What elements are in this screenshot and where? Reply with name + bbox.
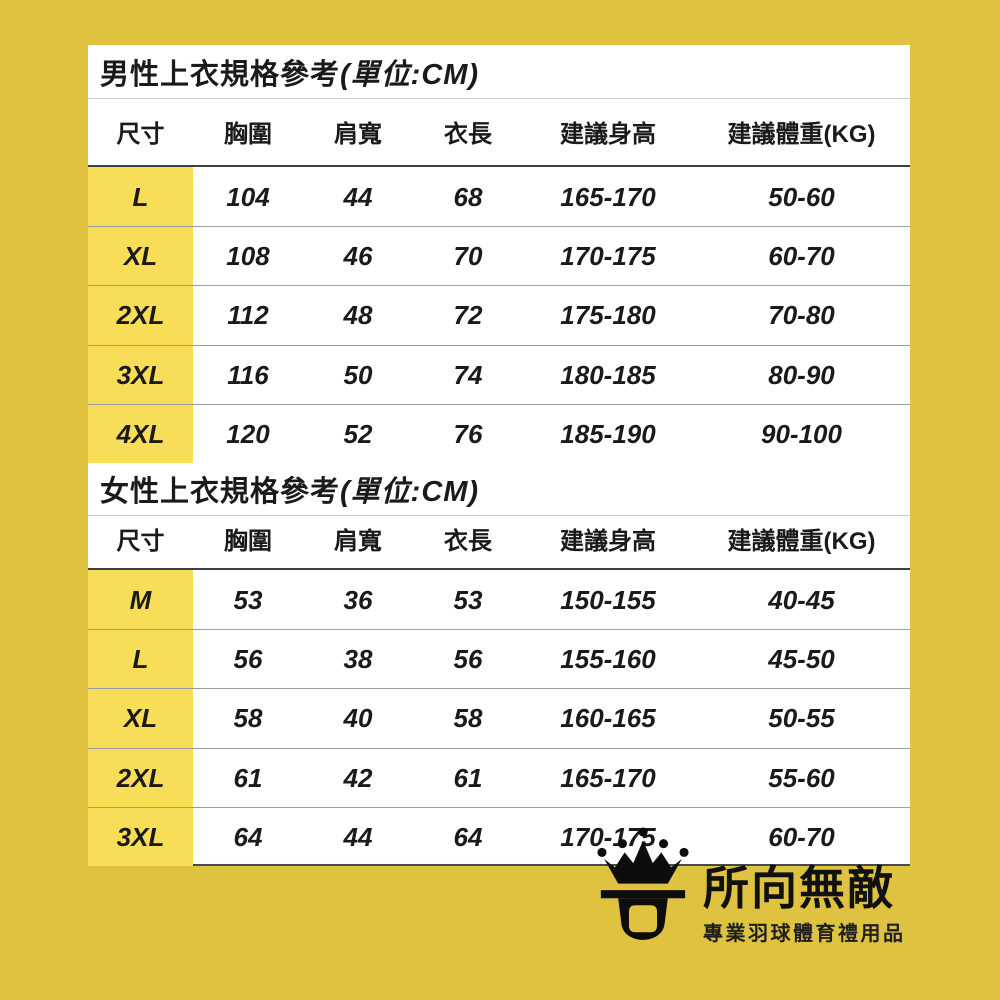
height-cell: 160-165 [560,703,656,734]
chest-cell: 64 [233,821,263,852]
length-cell: 72 [453,300,483,331]
men-table-header: 尺寸 胸圍 肩寬 衣長 建議身高 建議體重(KG) [88,98,910,167]
men-title-unit: (單位:CM) [340,58,480,91]
shoulder-cell: 42 [343,762,373,793]
size-cell: L [88,630,193,689]
column-header-weight: 建議體重(KG) [727,527,876,555]
men-title-text: 男性上衣規格參考 [100,58,341,91]
chest-cell: 61 [233,762,263,793]
chest-cell: 120 [226,418,270,449]
weight-cell: 55-60 [768,762,835,793]
women-table-row: 3XL 64 44 64 170-175 60-70 [88,806,910,866]
size-cell: 2XL [88,286,193,345]
women-section-title: 女性上衣規格參考 (單位:CM) [88,463,910,515]
height-cell: 165-170 [560,762,656,793]
length-cell: 64 [453,821,483,852]
chest-cell: 108 [226,241,270,272]
shoulder-cell: 48 [343,300,373,331]
chest-cell: 116 [227,359,269,390]
men-table-row: 4XL 120 52 76 185-190 90-100 [88,403,910,463]
women-table-row: L 56 38 56 155-160 45-50 [88,629,910,689]
height-cell: 170-175 [560,241,656,272]
size-cell: XL [88,227,193,286]
men-table-row: 2XL 112 48 72 175-180 70-80 [88,285,910,345]
shoulder-cell: 52 [343,418,373,449]
brand-tagline: 專業羽球體育禮用品 [703,923,906,946]
column-header-length: 衣長 [444,121,492,148]
size-cell: M [88,569,193,630]
women-table-row: M 53 36 53 150-155 40-45 [88,569,910,630]
weight-cell: 50-55 [768,703,835,734]
women-table-row: 2XL 61 42 61 165-170 55-60 [88,747,910,807]
length-cell: 56 [453,644,483,675]
height-cell: 165-170 [560,181,656,212]
chest-cell: 104 [226,181,270,212]
chest-cell: 58 [233,703,263,734]
height-cell: 175-180 [560,300,656,331]
column-header-height: 建議身高 [560,527,656,555]
size-cell: XL [88,689,193,748]
shoulder-cell: 36 [343,584,373,615]
men-size-section: 男性上衣規格參考 (單位:CM) 尺寸 胸圍 肩寬 衣長 建議身高 建議體重(KG… [88,45,910,463]
women-table-row: XL 58 40 58 160-165 50-55 [88,688,910,748]
column-header-chest: 胸圍 [224,121,272,148]
column-header-shoulder: 肩寬 [334,527,382,555]
column-header-size: 尺寸 [116,527,165,555]
weight-cell: 60-70 [768,821,835,852]
column-header-length: 衣長 [444,527,492,555]
size-cell: L [88,167,193,227]
women-title-text: 女性上衣規格參考 [100,475,341,508]
brand-text-block: 所向無敵 專業羽球體育禮用品 [703,826,906,946]
shoulder-cell: 44 [343,821,373,852]
weight-cell: 80-90 [768,359,835,390]
shoulder-cell: 40 [343,703,373,734]
size-cell: 4XL [88,404,193,463]
column-header-size: 尺寸 [116,121,165,148]
height-cell: 170-175 [560,821,656,852]
shoulder-cell: 46 [343,241,373,272]
length-cell: 58 [453,703,483,734]
brand-logo: 所向無敵 專業羽球體育禮用品 [589,826,906,950]
women-size-section: 女性上衣規格參考 (單位:CM) 尺寸 胸圍 肩寬 衣長 建議身高 建議體重(KG… [88,463,910,866]
height-cell: 180-185 [560,359,656,390]
men-table-row: L 104 44 68 165-170 50-60 [88,167,910,227]
weight-cell: 40-45 [768,584,835,615]
shoulder-cell: 38 [343,644,373,675]
length-cell: 70 [453,241,483,272]
column-header-height: 建議身高 [560,121,656,148]
weight-cell: 50-60 [768,181,835,212]
weight-cell: 60-70 [768,241,835,272]
size-cell: 3XL [88,807,193,866]
weight-cell: 45-50 [768,644,835,675]
length-cell: 68 [453,181,483,212]
weight-cell: 90-100 [761,418,842,449]
length-cell: 76 [453,418,483,449]
chest-cell: 56 [233,644,263,675]
size-cell: 2XL [88,748,193,807]
size-chart-panel: 男性上衣規格參考 (單位:CM) 尺寸 胸圍 肩寬 衣長 建議身高 建議體重(KG… [88,45,910,866]
women-table-header: 尺寸 胸圍 肩寬 衣長 建議身高 建議體重(KG) [88,514,910,570]
height-cell: 150-155 [560,584,656,615]
men-table-row: 3XL 116 50 74 180-185 80-90 [88,344,910,404]
brand-name: 所向無敵 [703,862,895,914]
length-cell: 53 [453,584,483,615]
column-header-shoulder: 肩寬 [334,121,382,148]
crown-shuttlecock-icon [597,827,689,940]
women-title-unit: (單位:CM) [340,475,480,508]
shoulder-cell: 50 [343,359,373,390]
weight-cell: 70-80 [768,300,835,331]
height-cell: 185-190 [560,418,656,449]
length-cell: 61 [453,762,483,793]
column-header-weight: 建議體重(KG) [727,121,876,148]
chest-cell: 53 [233,584,263,615]
chest-cell: 112 [227,300,269,331]
column-header-chest: 胸圍 [224,527,272,555]
shoulder-cell: 44 [343,181,373,212]
size-cell: 3XL [88,345,193,404]
length-cell: 74 [453,359,483,390]
men-table-row: XL 108 46 70 170-175 60-70 [88,226,910,286]
men-section-title: 男性上衣規格參考 (單位:CM) [88,45,910,98]
height-cell: 155-160 [560,644,656,675]
